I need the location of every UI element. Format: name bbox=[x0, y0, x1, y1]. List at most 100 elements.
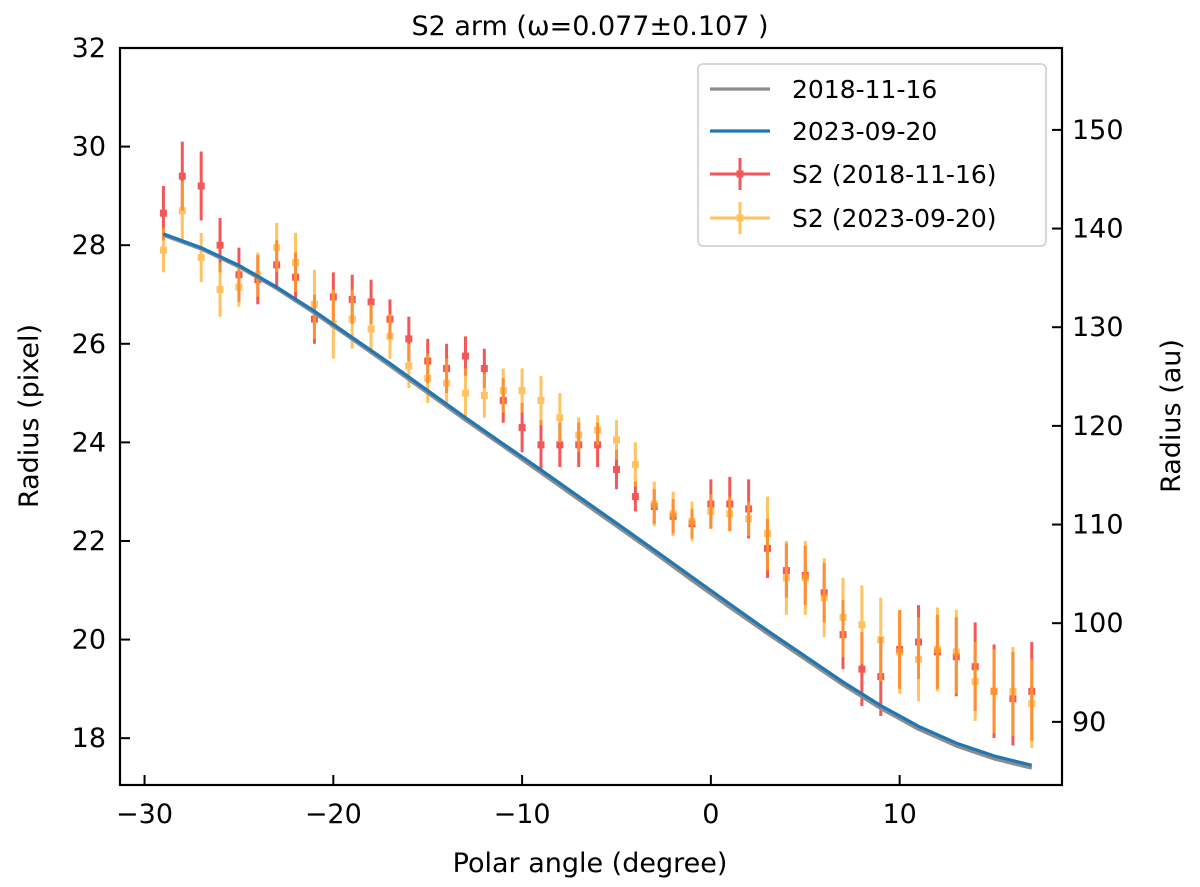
data-point bbox=[537, 441, 545, 449]
legend-swatch-errorbar bbox=[710, 158, 770, 190]
curve-line-1 bbox=[162, 233, 1033, 770]
x-axis-label: Polar angle (degree) bbox=[453, 848, 728, 879]
data-point bbox=[556, 414, 564, 422]
data-point bbox=[292, 258, 300, 266]
legend-label: 2023-09-20 bbox=[792, 117, 937, 146]
data-point bbox=[310, 300, 318, 308]
x-tick-label: 0 bbox=[702, 799, 719, 830]
y-right-tick-label: 110 bbox=[1072, 510, 1124, 541]
y-axis-right-label: Radius (au) bbox=[1156, 339, 1187, 493]
data-point bbox=[1009, 687, 1017, 695]
data-point bbox=[650, 500, 658, 508]
data-point bbox=[915, 655, 923, 663]
legend-label: S2 (2018-11-16) bbox=[792, 160, 997, 189]
data-point bbox=[631, 493, 639, 501]
legend-swatch-errorbar bbox=[710, 202, 770, 234]
data-point bbox=[801, 574, 809, 582]
legend-swatch-marker bbox=[736, 170, 744, 178]
data-point bbox=[1028, 700, 1036, 708]
data-point bbox=[405, 362, 413, 370]
data-point bbox=[896, 648, 904, 656]
y-tick-label: 24 bbox=[72, 427, 106, 458]
y-right-tick-label: 150 bbox=[1072, 115, 1124, 146]
x-tick-label: 10 bbox=[882, 799, 916, 830]
y-right-tick-label: 140 bbox=[1072, 214, 1124, 245]
data-point bbox=[726, 510, 734, 518]
data-point bbox=[631, 461, 639, 469]
y-axis-left: 18 20 22 24 26 28 30 32 bbox=[72, 33, 130, 754]
y-right-tick-label: 120 bbox=[1072, 411, 1124, 442]
data-point bbox=[499, 387, 507, 395]
plot-marks bbox=[159, 141, 1036, 770]
data-point bbox=[461, 389, 469, 397]
data-point bbox=[745, 515, 753, 523]
data-point bbox=[518, 424, 526, 432]
data-point bbox=[707, 507, 715, 515]
legend: 2018-11-16 2023-09-20 S2 (2018-11-16) S2 (2… bbox=[697, 63, 1047, 247]
y-tick-label: 30 bbox=[72, 132, 106, 163]
data-point bbox=[952, 648, 960, 656]
data-point bbox=[575, 431, 583, 439]
data-point bbox=[971, 677, 979, 685]
series-2 bbox=[159, 181, 1036, 749]
x-tick-label: −10 bbox=[494, 799, 551, 830]
data-point bbox=[216, 241, 224, 249]
y-right-tick-label: 130 bbox=[1072, 312, 1124, 343]
data-point bbox=[424, 374, 432, 382]
data-point bbox=[764, 530, 772, 538]
legend-label: 2018-11-16 bbox=[792, 75, 937, 104]
y-tick-label: 22 bbox=[72, 526, 106, 557]
data-point bbox=[612, 436, 620, 444]
plot-frame bbox=[118, 46, 1064, 787]
data-point bbox=[348, 315, 356, 323]
data-point bbox=[386, 332, 394, 340]
data-point bbox=[178, 207, 186, 215]
y-tick-label: 18 bbox=[72, 723, 106, 754]
data-point bbox=[518, 387, 526, 395]
data-point bbox=[367, 298, 375, 306]
data-point bbox=[877, 636, 885, 644]
y-tick-label: 20 bbox=[72, 625, 106, 656]
legend-swatch-marker bbox=[736, 214, 744, 222]
data-point bbox=[367, 325, 375, 333]
chart-title: S2 arm (ω=0.077±0.107 ) bbox=[411, 11, 768, 42]
data-point bbox=[612, 465, 620, 473]
data-point bbox=[858, 665, 866, 673]
y-axis-label: Radius (pixel) bbox=[14, 324, 45, 508]
data-point bbox=[782, 574, 790, 582]
y-tick-label: 32 bbox=[72, 33, 106, 64]
legend-label: S2 (2023-09-20) bbox=[792, 204, 997, 233]
data-point bbox=[839, 613, 847, 621]
y-tick-label: 26 bbox=[72, 329, 106, 360]
data-point bbox=[461, 352, 469, 360]
data-point bbox=[235, 283, 243, 291]
data-point bbox=[197, 254, 205, 262]
data-point bbox=[858, 621, 866, 629]
data-point bbox=[405, 335, 413, 343]
y-axis-right: 90 100 110 120 130 140 150 bbox=[1052, 115, 1124, 738]
data-point bbox=[480, 392, 488, 400]
data-point bbox=[556, 441, 564, 449]
data-point bbox=[273, 244, 281, 252]
legend-box bbox=[697, 63, 1047, 247]
y-right-tick-label: 90 bbox=[1072, 707, 1106, 738]
data-point bbox=[159, 246, 167, 254]
x-axis: −30 −20 −10 0 10 bbox=[116, 775, 917, 830]
data-point bbox=[820, 594, 828, 602]
data-point bbox=[594, 426, 602, 434]
data-point bbox=[537, 396, 545, 404]
curve-line-2 bbox=[162, 232, 1033, 767]
data-point bbox=[178, 172, 186, 180]
data-point bbox=[443, 379, 451, 387]
data-point bbox=[990, 687, 998, 695]
data-point bbox=[933, 645, 941, 653]
y-right-tick-label: 100 bbox=[1072, 608, 1124, 639]
x-tick-label: −20 bbox=[305, 799, 362, 830]
data-point bbox=[216, 286, 224, 294]
data-point bbox=[159, 209, 167, 217]
data-point bbox=[669, 510, 677, 518]
data-point bbox=[197, 182, 205, 190]
data-point bbox=[688, 517, 696, 525]
x-tick-label: −30 bbox=[116, 799, 173, 830]
